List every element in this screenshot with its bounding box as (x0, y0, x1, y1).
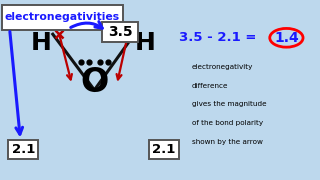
Text: difference: difference (192, 82, 228, 89)
FancyBboxPatch shape (2, 4, 123, 30)
Text: O: O (80, 66, 108, 99)
Text: H: H (135, 31, 156, 55)
Text: 1.4: 1.4 (274, 31, 299, 45)
Text: 2.1: 2.1 (152, 143, 176, 156)
Text: of the bond polarity: of the bond polarity (192, 120, 263, 126)
Text: 3.5: 3.5 (108, 25, 132, 39)
Text: 2.1: 2.1 (12, 143, 35, 156)
Text: gives the magnitude: gives the magnitude (192, 101, 267, 107)
Text: shown by the arrow: shown by the arrow (192, 139, 263, 145)
FancyBboxPatch shape (149, 140, 179, 159)
Text: H: H (31, 31, 52, 55)
Text: 3.5 - 2.1 =: 3.5 - 2.1 = (179, 31, 261, 44)
FancyBboxPatch shape (102, 22, 138, 42)
Text: electronegativities: electronegativities (5, 12, 120, 22)
FancyBboxPatch shape (8, 140, 38, 159)
Text: electronegativity: electronegativity (192, 64, 253, 70)
